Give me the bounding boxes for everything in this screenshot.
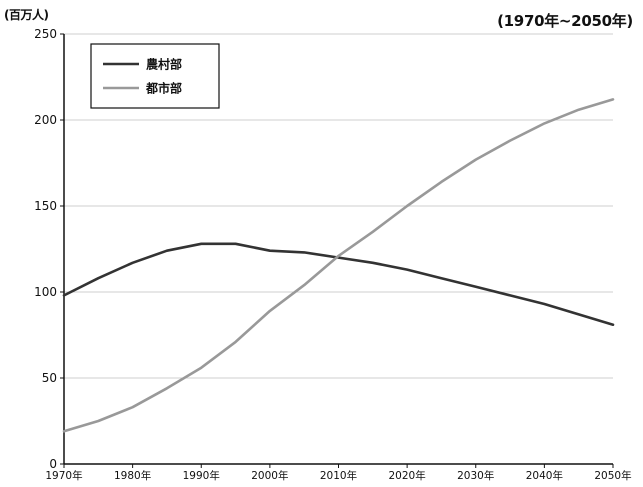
series-line-1 bbox=[62, 98, 615, 433]
legend-label-1: 都市部 bbox=[145, 81, 182, 96]
legend-box bbox=[90, 43, 220, 109]
x-tick-label-2010: 2010年 bbox=[320, 469, 357, 482]
y-tick-label-50: 50 bbox=[42, 371, 57, 385]
x-tick-label-1990: 1990年 bbox=[183, 469, 220, 482]
legend-label-0: 農村部 bbox=[146, 57, 182, 72]
y-tick-label-150: 150 bbox=[34, 199, 57, 213]
x-tick-label-1980: 1980年 bbox=[114, 469, 151, 482]
y-unit-label: (百万人) bbox=[4, 8, 49, 22]
y-tick-label-200: 200 bbox=[34, 113, 57, 127]
y-tick-label-250: 250 bbox=[34, 27, 57, 41]
y-tick-label-0: 0 bbox=[49, 457, 57, 471]
year-range-label: (1970年~2050年) bbox=[497, 12, 633, 30]
x-tick-label-2000: 2000年 bbox=[251, 469, 288, 482]
y-tick-label-100: 100 bbox=[34, 285, 57, 299]
x-tick-label-2020: 2020年 bbox=[389, 469, 426, 482]
x-tick-label-2050: 2050年 bbox=[594, 469, 631, 482]
x-tick-label-1970: 1970年 bbox=[45, 469, 82, 482]
x-tick-label-2040: 2040年 bbox=[526, 469, 563, 482]
x-tick-label-2030: 2030年 bbox=[457, 469, 494, 482]
